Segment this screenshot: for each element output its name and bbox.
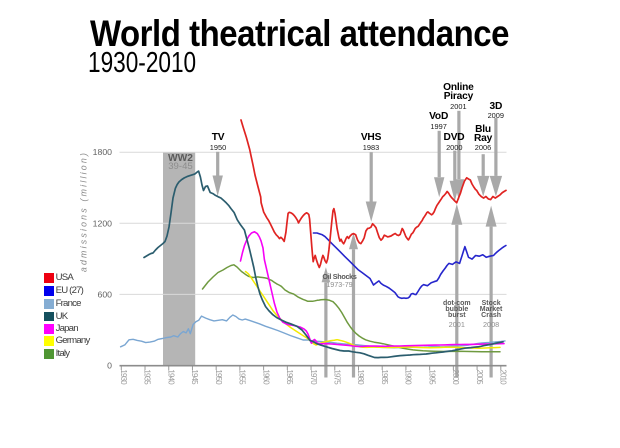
svg-text:1965: 1965 — [285, 369, 294, 385]
svg-text:admissions (million): admissions (million) — [79, 151, 89, 272]
svg-text:1990: 1990 — [404, 369, 413, 385]
svg-text:1930: 1930 — [119, 369, 128, 385]
svg-text:1955: 1955 — [238, 369, 247, 385]
svg-text:2010: 2010 — [499, 369, 508, 385]
svg-text:1985: 1985 — [380, 369, 389, 385]
svg-text:600: 600 — [98, 289, 113, 299]
svg-text:0: 0 — [107, 361, 112, 371]
svg-text:1970: 1970 — [309, 369, 318, 385]
svg-text:1945: 1945 — [190, 369, 199, 385]
svg-text:1940: 1940 — [166, 369, 175, 385]
svg-text:1950: 1950 — [214, 369, 223, 385]
svg-text:1995: 1995 — [427, 369, 436, 385]
svg-text:1980: 1980 — [356, 369, 365, 385]
svg-text:1935: 1935 — [143, 369, 152, 385]
svg-text:1800: 1800 — [93, 147, 112, 157]
svg-text:1975: 1975 — [332, 369, 341, 385]
svg-text:1960: 1960 — [261, 369, 270, 385]
svg-text:2005: 2005 — [475, 369, 484, 385]
svg-text:1200: 1200 — [93, 218, 112, 228]
svg-text:2000: 2000 — [451, 369, 460, 385]
